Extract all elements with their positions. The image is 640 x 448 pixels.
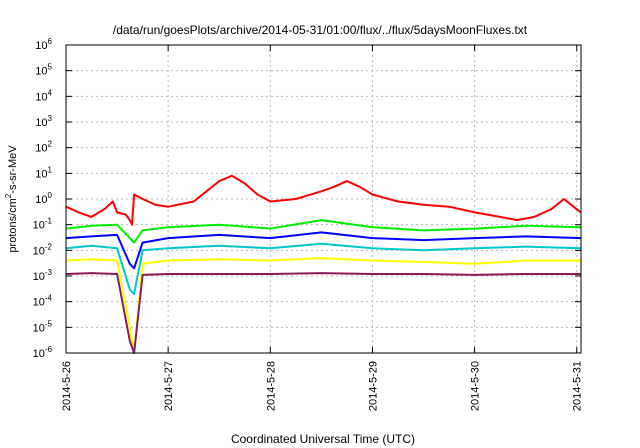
y-tick-label: 106 [35,37,52,52]
chart-title: /data/run/goesPlots/archive/2014-05-31/0… [113,23,528,37]
y-tick-exponent: 2 [48,140,53,149]
y-axis-label: protons/cm2-s-sr-MeV [4,145,19,253]
y-tick-base: 10 [33,220,45,232]
y-tick-base: 10 [35,66,47,78]
y-tick-label: 104 [35,88,52,103]
y-tick-base: 10 [35,168,47,180]
x-tick-label: 2014-5-29 [367,361,379,411]
series-line-4 [65,242,582,295]
y-tick-label: 10-3 [33,268,53,283]
y-tick-base: 10 [33,322,45,334]
y-tick-label: 10-4 [33,294,53,309]
y-tick-exponent: -1 [45,217,53,226]
y-tick-base: 10 [33,245,45,257]
y-tick-label: 101 [35,165,52,180]
series-layer [65,174,582,354]
y-tick-label: 102 [35,140,52,155]
y-axis-label-exp: 2 [4,193,13,198]
y-tick-exponent: 1 [48,165,53,174]
series-line-1 [65,174,582,226]
y-tick-label: 105 [35,63,52,78]
x-tick-label: 2014-5-30 [470,361,482,411]
y-axis-ticks: 10-610-510-410-310-210-11001011021031041… [33,37,581,360]
y-tick-base: 10 [33,271,45,283]
x-tick-label: 2014-5-28 [265,361,277,411]
y-axis-label-rest: -s-sr-MeV [7,145,19,194]
y-tick-base: 10 [35,194,47,206]
series-line-5 [65,257,581,354]
y-tick-base: 10 [35,143,47,155]
x-axis-ticks: 2014-5-26 2014-5-27 2014-5-28 2014-5-29 2014… [61,45,584,411]
y-tick-exponent: 0 [48,191,53,200]
y-tick-label: 103 [35,114,52,129]
y-tick-base: 10 [35,117,47,129]
series-line-6 [65,272,581,354]
y-tick-exponent: 6 [48,37,53,46]
y-tick-label: 10-2 [33,242,53,257]
y-axis-label-unit: protons/cm [7,198,19,252]
y-tick-base: 10 [35,40,47,52]
y-tick-exponent: -2 [45,242,53,251]
y-tick-label: 100 [35,191,52,206]
x-axis-label: Coordinated Universal Time (UTC) [231,432,415,446]
y-tick-exponent: -4 [45,294,53,303]
y-tick-exponent: 5 [48,63,53,72]
series-line-3 [65,231,582,270]
y-tick-exponent: -3 [45,268,53,277]
y-tick-label: 10-5 [33,319,53,334]
y-tick-exponent: 4 [48,88,53,97]
series-line-2 [65,219,582,244]
y-tick-exponent: 3 [48,114,53,123]
y-tick-exponent: -6 [45,345,53,354]
y-tick-base: 10 [33,297,45,309]
x-tick-label: 2014-5-31 [572,361,584,411]
y-tick-base: 10 [35,91,47,103]
y-tick-exponent: -5 [45,319,53,328]
y-tick-label: 10-1 [33,217,53,232]
y-tick-base: 10 [33,348,45,360]
x-tick-label: 2014-5-27 [163,361,175,411]
y-tick-label: 10-6 [33,345,53,360]
x-tick-label: 2014-5-26 [61,361,73,411]
